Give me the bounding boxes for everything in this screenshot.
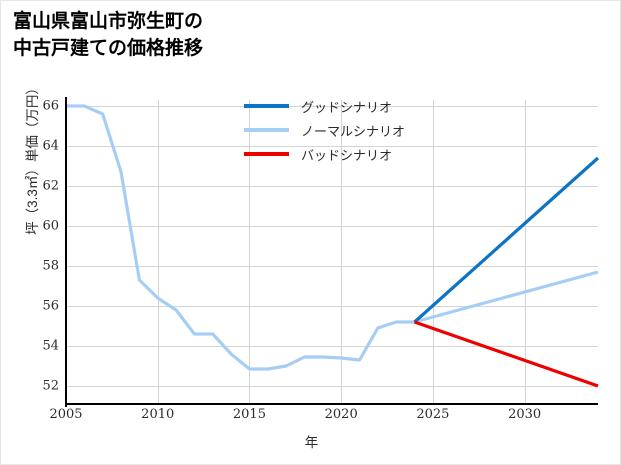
gridline-horizontal <box>66 106 598 107</box>
legend-swatch-icon <box>244 104 289 108</box>
y-tick-label: 66 <box>42 98 59 114</box>
gridline-vertical <box>249 100 251 404</box>
legend-label: ノーマルシナリオ <box>301 123 406 139</box>
x-tick-label: 2015 <box>232 407 266 422</box>
y-tick-label: 62 <box>42 178 59 194</box>
gridline-horizontal <box>66 306 598 307</box>
plot-area <box>66 100 600 404</box>
title-line-1: 富山県富山市弥生町の <box>13 11 204 32</box>
y-axis-line <box>65 97 67 407</box>
legend-swatch-icon <box>244 152 289 156</box>
series-line-normal <box>66 104 599 371</box>
page-title: 富山県富山市弥生町の 中古戸建ての価格推移 <box>13 9 203 63</box>
x-axis-label: 年 <box>304 435 319 450</box>
series-line-good <box>413 156 600 324</box>
gridline-vertical <box>524 100 526 404</box>
x-axis-line <box>65 403 598 405</box>
legend-item[interactable]: バッドシナリオ <box>244 142 444 166</box>
y-tick-label: 54 <box>42 338 59 354</box>
y-tick-label: 60 <box>42 218 59 234</box>
x-tick-label: 2020 <box>324 407 358 422</box>
x-tick-label: 2030 <box>508 407 542 422</box>
y-axis-ticks: 52 54 56 58 60 62 64 66 <box>15 98 59 394</box>
y-tick-label: 52 <box>42 378 59 394</box>
x-tick-label: 2010 <box>141 407 175 422</box>
gridline-horizontal <box>66 346 598 347</box>
legend-swatch-icon <box>244 128 289 132</box>
x-axis-ticks: 2005 2010 2015 2020 2025 2030 <box>49 407 598 429</box>
gridline-horizontal <box>66 226 598 227</box>
y-tick-label: 64 <box>42 138 59 154</box>
gridline-vertical <box>157 100 159 404</box>
gridline-vertical <box>341 100 343 404</box>
legend: グッドシナリオ ノーマルシナリオ バッドシナリオ <box>244 94 444 166</box>
series-lines <box>66 104 600 388</box>
legend-label: バッドシナリオ <box>301 147 393 163</box>
gridline-horizontal <box>66 266 598 267</box>
gridline-horizontal <box>66 146 598 147</box>
legend-item[interactable]: グッドシナリオ <box>244 94 444 118</box>
y-tick-label: 58 <box>42 258 59 274</box>
gridline-vertical <box>432 100 434 404</box>
x-tick-label: 2005 <box>49 407 83 422</box>
legend-item[interactable]: ノーマルシナリオ <box>244 118 444 142</box>
series-line-bad <box>414 320 599 388</box>
legend-label: グッドシナリオ <box>301 99 393 115</box>
x-tick-label: 2025 <box>416 407 450 422</box>
y-tick-label: 56 <box>42 298 59 314</box>
y-axis-label: 坪（3.3㎡）単価（万円） <box>25 81 40 235</box>
gridline-horizontal <box>66 386 598 387</box>
gridline-horizontal <box>66 186 598 187</box>
title-line-2: 中古戸建ての価格推移 <box>13 37 204 59</box>
